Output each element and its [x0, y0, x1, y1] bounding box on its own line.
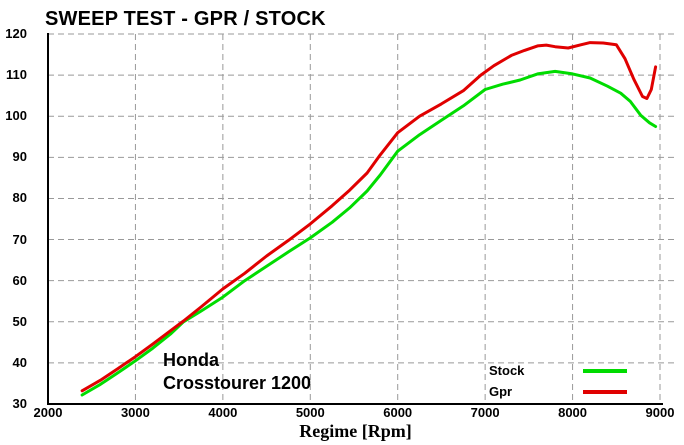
y-tick-label: 70 [12, 231, 27, 247]
y-tick-label: 60 [12, 272, 27, 288]
y-tick-label: 50 [12, 313, 27, 329]
y-tick-label: 120 [5, 26, 27, 41]
y-tick-label: 80 [12, 190, 27, 206]
y-tick-label: 110 [6, 67, 27, 83]
vehicle-annotation: Honda Crosstourer 1200 [163, 349, 311, 395]
y-tick-label: 90 [12, 149, 27, 165]
legend-line-stock [583, 369, 627, 373]
legend-label-gpr: Gpr [489, 384, 513, 399]
x-tick-label: 2000 [33, 405, 63, 420]
x-tick-label: 6000 [383, 405, 413, 420]
x-tick-label: 5000 [295, 405, 325, 420]
y-tick-label: 40 [12, 354, 27, 370]
vehicle-model: Crosstourer 1200 [163, 373, 312, 393]
stock-curve [80, 69, 658, 397]
x-tick-label: 3000 [120, 405, 150, 420]
x-tick-label: 4000 [208, 405, 238, 420]
axes [47, 33, 663, 405]
legend-label-stock: Stock [489, 363, 525, 378]
x-tick-label: 8000 [558, 405, 588, 420]
x-tick-label: 7000 [470, 405, 500, 420]
chart-title: SWEEP TEST - GPR / STOCK [45, 8, 326, 30]
legend-line-gpr [583, 390, 627, 394]
y-tick-label: 100 [5, 108, 27, 124]
x-axis-label: Regime [Rpm] [299, 421, 412, 441]
gpr-curve [80, 41, 658, 393]
vehicle-make: Honda [163, 350, 219, 370]
x-tick-label: 9000 [645, 405, 675, 420]
y-tick-label: 30 [12, 396, 27, 411]
